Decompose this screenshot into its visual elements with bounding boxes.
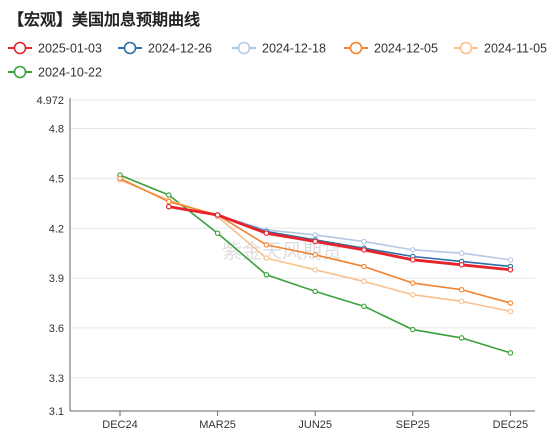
- data-point: [507, 257, 514, 263]
- data-point: [361, 278, 367, 285]
- data-point: [166, 203, 172, 210]
- data-point: [263, 255, 270, 261]
- data-point: [166, 198, 172, 205]
- y-tick-label: 3.6: [49, 323, 64, 335]
- legend-item-2024-10-22[interactable]: 2024-10-22: [8, 66, 102, 80]
- y-tick-label: 4.972: [36, 95, 64, 107]
- series-line-2025-01-03: [168, 205, 511, 272]
- legend-label: 2025-01-03: [38, 42, 102, 56]
- data-point: [263, 242, 270, 248]
- series-lines: [117, 172, 514, 356]
- data-point: [361, 238, 367, 245]
- legend-label: 2024-12-18: [262, 42, 326, 56]
- data-point: [458, 286, 465, 293]
- data-point: [312, 267, 318, 273]
- legend-swatch-marker: [459, 41, 473, 55]
- data-point: [312, 232, 318, 238]
- data-point: [361, 303, 367, 310]
- data-point: [361, 247, 367, 253]
- legend-item-2024-12-05[interactable]: 2024-12-05: [344, 42, 438, 56]
- data-point: [312, 238, 318, 245]
- legend-item-2024-11-05[interactable]: 2024-11-05: [454, 42, 547, 56]
- x-tick-label: MAR25: [199, 419, 236, 431]
- legend-label: 2024-11-05: [484, 42, 547, 56]
- data-point: [458, 335, 465, 341]
- data-point: [507, 300, 514, 306]
- x-tick-label: DEC25: [493, 419, 528, 431]
- data-point: [410, 291, 416, 298]
- legend-swatch-marker: [237, 41, 251, 55]
- data-point: [507, 350, 514, 356]
- y-tick-label: 3.1: [49, 406, 64, 418]
- legend-swatch-marker: [13, 65, 27, 79]
- data-point: [458, 298, 465, 305]
- data-point: [361, 263, 367, 270]
- x-tick-label: DEC24: [102, 419, 137, 431]
- legend-swatch-marker: [349, 41, 363, 55]
- legend-item-2025-01-03[interactable]: 2025-01-03: [8, 42, 102, 56]
- data-point: [214, 212, 221, 218]
- data-point: [507, 308, 514, 315]
- legend-label: 2024-12-05: [374, 42, 438, 56]
- data-point: [410, 280, 416, 286]
- data-point: [263, 230, 270, 236]
- data-point: [458, 250, 465, 256]
- y-tick-label: 4.2: [49, 223, 64, 235]
- y-tick-label: 4.5: [49, 173, 64, 185]
- legend-label: 2024-10-22: [38, 66, 102, 80]
- legend-label: 2024-12-26: [148, 42, 212, 56]
- data-point: [312, 252, 318, 258]
- data-point: [410, 326, 416, 333]
- data-point: [312, 288, 318, 295]
- legend-swatch-marker: [13, 41, 27, 55]
- data-point: [166, 192, 172, 198]
- y-tick-label: 3.3: [49, 373, 64, 385]
- data-point: [410, 257, 416, 263]
- data-point: [117, 175, 123, 182]
- data-point: [410, 247, 416, 253]
- chart-title: 【宏观】美国加息预期曲线: [8, 10, 201, 29]
- x-tick-label: JUN25: [298, 419, 332, 431]
- legend-item-2024-12-26[interactable]: 2024-12-26: [118, 42, 212, 56]
- data-point: [263, 272, 270, 278]
- data-point: [458, 262, 465, 268]
- x-tick-label: SEP25: [396, 419, 430, 431]
- data-point: [507, 267, 514, 273]
- legend-item-2024-12-18[interactable]: 2024-12-18: [232, 42, 326, 56]
- legend: 2025-01-03 2024-12-26 2024-12-18 2024-12-05…: [8, 42, 547, 80]
- y-tick-label: 3.9: [49, 273, 64, 285]
- data-point: [214, 230, 221, 236]
- axes: 3.1 3.3 3.6 3.9 4.2 4.5 4.8 4.972 DEC24 MAR25 JUN2…: [36, 95, 535, 431]
- legend-swatch-marker: [123, 41, 137, 55]
- y-tick-label: 4.8: [49, 124, 64, 136]
